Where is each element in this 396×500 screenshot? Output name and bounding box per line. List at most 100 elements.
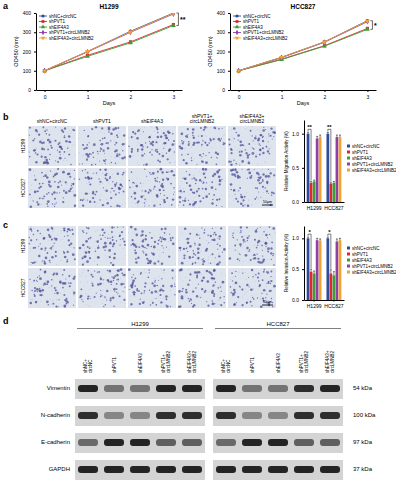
cell xyxy=(146,176,147,177)
pore xyxy=(192,133,194,135)
pore xyxy=(51,179,53,181)
tick: 3 xyxy=(173,90,176,100)
cell xyxy=(119,235,121,237)
tick-mark xyxy=(282,90,283,92)
pore xyxy=(265,229,267,231)
cell xyxy=(204,176,206,178)
cell xyxy=(183,191,185,193)
cell xyxy=(123,226,124,227)
cell xyxy=(263,127,264,128)
micrograph xyxy=(78,226,126,266)
pore xyxy=(139,182,141,184)
pore xyxy=(97,158,99,160)
cell xyxy=(46,193,48,195)
cell xyxy=(252,135,253,136)
tick-label: 0 xyxy=(222,87,225,93)
cell xyxy=(140,182,141,183)
cell xyxy=(144,247,145,248)
cell xyxy=(232,169,235,172)
pore xyxy=(41,262,43,264)
cell xyxy=(219,245,221,247)
cell xyxy=(47,228,50,231)
pore xyxy=(246,249,248,251)
pore xyxy=(145,263,147,265)
pore xyxy=(94,231,96,233)
bar xyxy=(319,241,322,300)
cell xyxy=(131,148,133,150)
cell xyxy=(109,242,111,244)
cell xyxy=(179,196,182,199)
cell xyxy=(134,249,136,251)
significance-bracket xyxy=(176,13,178,26)
pore xyxy=(173,189,175,191)
series-line xyxy=(45,26,174,71)
cell xyxy=(197,247,200,250)
cell xyxy=(219,180,222,183)
pore xyxy=(184,148,186,150)
cell xyxy=(39,197,41,199)
pore xyxy=(257,245,259,247)
pore xyxy=(132,186,134,188)
cell xyxy=(93,157,94,158)
pore xyxy=(156,202,158,204)
pore xyxy=(106,258,108,260)
pore xyxy=(152,161,154,163)
cell xyxy=(79,247,82,250)
legend-entry: shPVT1+circLMNB2 xyxy=(347,162,393,167)
legend-label: shNC+circNC xyxy=(352,144,380,149)
pore xyxy=(213,190,215,192)
cell xyxy=(211,186,214,189)
cell xyxy=(258,191,259,192)
cell xyxy=(150,174,151,175)
cell xyxy=(64,256,67,259)
cell xyxy=(114,151,116,153)
pore xyxy=(78,153,80,155)
pore xyxy=(92,163,94,165)
cell xyxy=(49,154,51,156)
axis-line xyxy=(36,14,37,91)
cell xyxy=(257,228,258,229)
cell xyxy=(134,197,136,199)
line-chart: 01230100200300400H1299DaysOD450 (nm)shNC… xyxy=(13,3,186,106)
cell xyxy=(70,188,72,190)
marker xyxy=(280,55,283,61)
pore xyxy=(266,192,268,194)
pore xyxy=(236,230,238,232)
annotation: * xyxy=(374,22,377,29)
pore xyxy=(100,194,102,196)
axis-line xyxy=(231,90,377,91)
pore xyxy=(255,143,257,145)
cell xyxy=(183,254,185,256)
pore xyxy=(102,173,104,175)
pore xyxy=(49,261,51,263)
cell xyxy=(224,142,226,144)
pore xyxy=(175,263,177,265)
cell xyxy=(274,132,276,134)
cell xyxy=(271,194,272,195)
cell xyxy=(152,172,155,175)
cell xyxy=(217,170,219,172)
pore xyxy=(36,148,38,150)
cell xyxy=(257,179,260,182)
pore xyxy=(66,252,68,254)
cell xyxy=(216,171,219,174)
pore xyxy=(108,143,110,145)
cell xyxy=(49,185,52,188)
pore xyxy=(41,204,43,206)
cell xyxy=(99,160,100,161)
cell xyxy=(262,152,264,154)
cell xyxy=(270,247,272,249)
pore xyxy=(142,154,144,156)
pore xyxy=(30,264,32,266)
pore xyxy=(203,203,205,205)
pore xyxy=(99,126,101,128)
cell xyxy=(144,205,145,206)
cell xyxy=(82,230,84,232)
cell xyxy=(196,164,197,165)
error-bar xyxy=(327,237,329,238)
cell xyxy=(38,246,39,247)
cell xyxy=(115,186,116,187)
cell xyxy=(97,151,99,153)
cell xyxy=(83,199,84,200)
pore xyxy=(235,243,237,245)
